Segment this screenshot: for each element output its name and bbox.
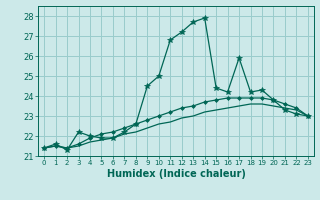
X-axis label: Humidex (Indice chaleur): Humidex (Indice chaleur) [107, 169, 245, 179]
